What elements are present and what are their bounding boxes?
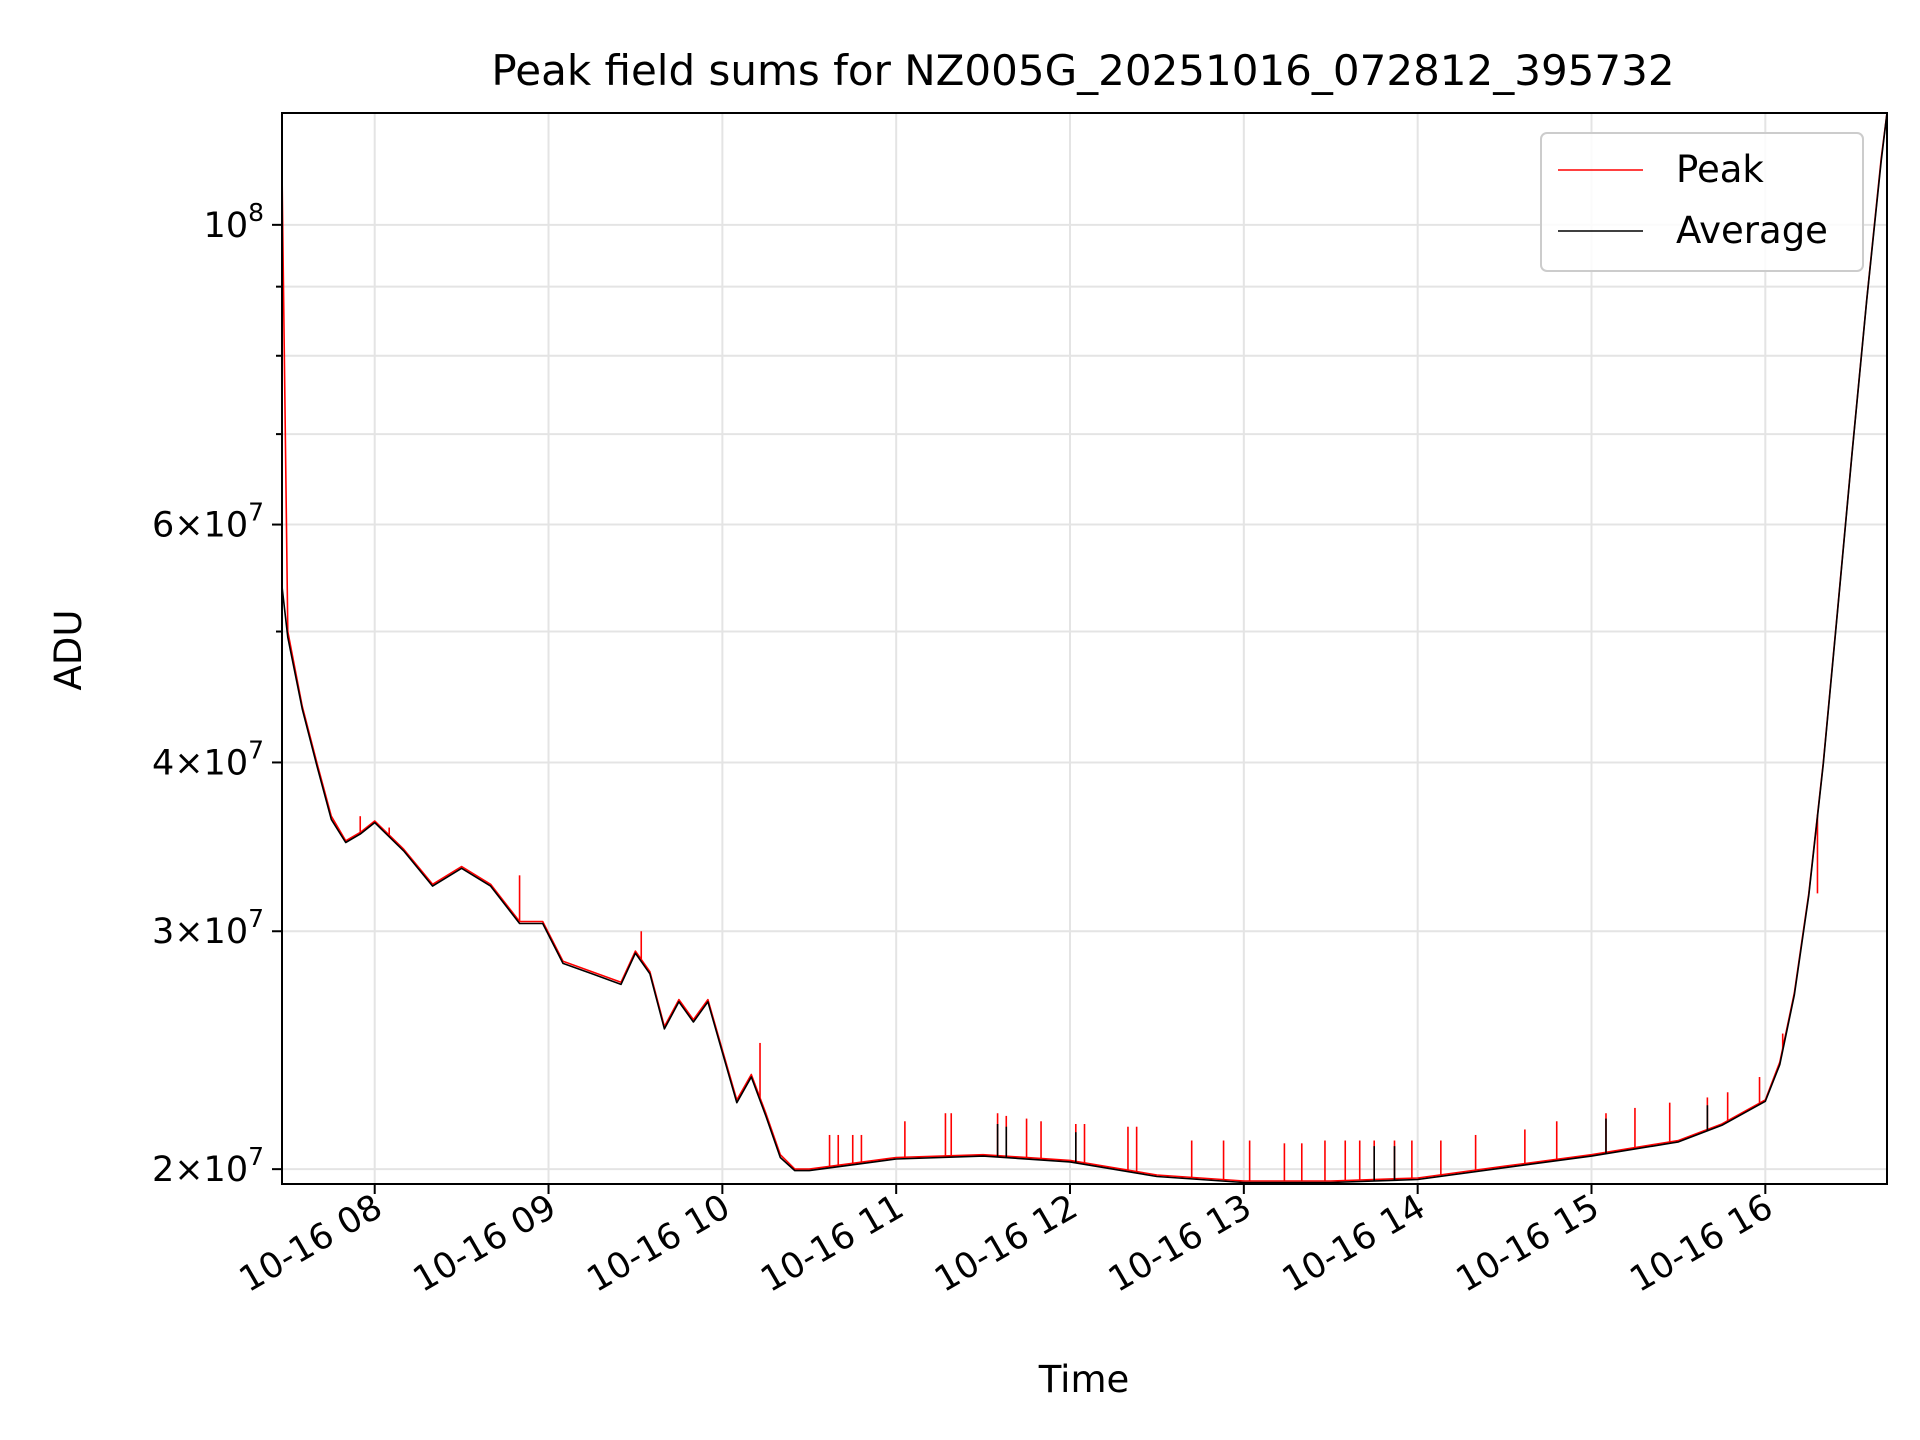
x-axis-label: Time <box>1038 1358 1130 1401</box>
y-tick-label: 2×107 <box>152 1142 264 1190</box>
y-tick-label: 3×107 <box>152 904 264 952</box>
legend: Peak Average <box>1540 132 1864 272</box>
y-tick-label: 108 <box>204 198 264 246</box>
series-line-average <box>281 112 1888 1184</box>
y-tick-label: 4×107 <box>152 735 264 783</box>
chart-title: Peak field sums for NZ005G_20251016_0728… <box>491 46 1674 95</box>
y-axis: 108 6×107 4×107 3×107 2×107 <box>152 198 282 1190</box>
y-axis-label: ADU <box>47 610 90 691</box>
plot-frame <box>281 112 1888 1185</box>
legend-box <box>1540 132 1864 272</box>
series-layer <box>281 112 1888 1184</box>
legend-label-peak: Peak <box>1676 148 1764 191</box>
legend-label-average: Average <box>1676 209 1828 252</box>
y-tick-label: 6×107 <box>152 498 264 546</box>
